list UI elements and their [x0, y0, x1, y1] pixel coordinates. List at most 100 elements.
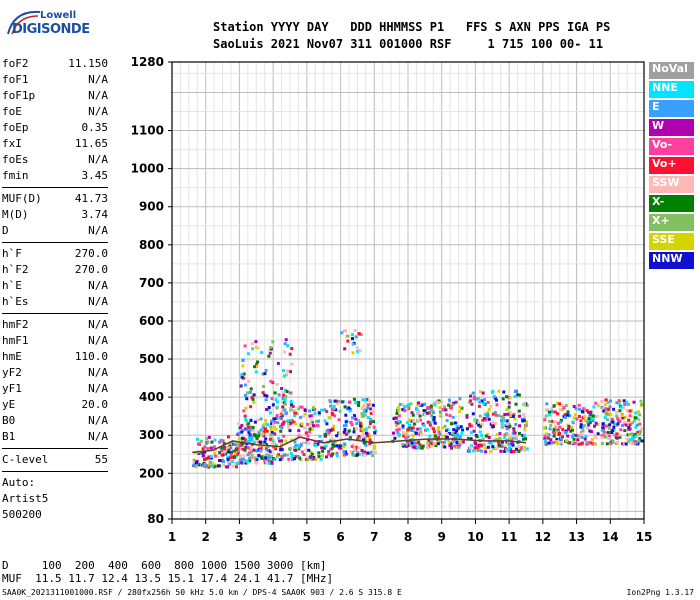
echo-point — [602, 431, 606, 435]
echo-point — [294, 411, 297, 415]
echo-point — [218, 440, 222, 444]
echo-point — [493, 446, 497, 450]
echo-point — [432, 411, 436, 415]
echo-point — [472, 429, 476, 433]
echo-point — [543, 418, 547, 422]
echo-point — [283, 388, 287, 392]
echo-point — [425, 411, 429, 415]
echo-point — [236, 452, 240, 456]
x-tick-label: 4 — [269, 530, 277, 544]
echo-point — [468, 401, 472, 405]
echo-point — [300, 405, 304, 409]
param-row-yf1: yF1 N/A — [2, 381, 108, 397]
echo-point — [264, 456, 268, 460]
echo-point — [259, 417, 263, 421]
echo-point — [360, 427, 364, 431]
echo-point — [222, 460, 226, 464]
param-key: B0 — [2, 414, 16, 427]
echo-point — [263, 440, 267, 444]
echo-point — [314, 457, 318, 461]
echo-point — [487, 417, 491, 421]
echo-point — [293, 457, 297, 461]
param-key: h`E — [2, 279, 22, 292]
echo-point — [203, 465, 207, 469]
echo-point — [451, 431, 455, 435]
echo-point — [280, 387, 284, 390]
param-row-fxi: fxI 11.65 — [2, 136, 108, 152]
echo-point — [325, 422, 329, 426]
echo-point — [275, 383, 279, 386]
echo-point — [421, 422, 425, 426]
echo-point — [429, 406, 433, 410]
echo-point — [468, 399, 472, 403]
echo-point — [471, 412, 475, 416]
scaled-parameters-panel: foF2 11.150 foF1 N/A foF1p N/A foE N/A foEp 0.35 f… — [2, 56, 108, 523]
echo-point — [600, 442, 604, 446]
param-key: foF2 — [2, 57, 29, 70]
echo-point — [406, 444, 410, 448]
echo-point — [415, 408, 419, 412]
echo-point — [243, 448, 247, 452]
echo-point — [564, 415, 567, 419]
echo-point — [438, 410, 442, 414]
echo-point — [581, 410, 585, 414]
param-key: fmin — [2, 169, 29, 182]
echo-point — [296, 455, 300, 458]
echo-point — [429, 444, 433, 448]
echo-point — [600, 405, 604, 409]
echo-point — [275, 414, 279, 417]
echo-point — [472, 395, 476, 399]
echo-point — [469, 394, 472, 398]
echo-point — [203, 445, 207, 449]
param-row-foes: foEs N/A — [2, 152, 108, 168]
echo-point — [357, 452, 361, 456]
echo-point — [621, 416, 625, 420]
echo-point — [355, 453, 359, 457]
echo-point — [335, 444, 339, 448]
echo-point — [426, 406, 430, 410]
autoscale-artist: Artist5 — [2, 492, 49, 505]
echo-point — [602, 409, 606, 413]
echo-point — [300, 450, 304, 454]
echo-point — [594, 442, 597, 446]
echo-point — [368, 452, 372, 456]
echo-point — [245, 397, 249, 401]
param-row-muf-d-: MUF(D) 41.73 — [2, 191, 108, 207]
echo-point — [600, 400, 604, 403]
echo-point — [206, 447, 210, 451]
echo-point — [299, 458, 303, 462]
param-key: M(D) — [2, 208, 29, 221]
echo-point — [396, 431, 400, 435]
echo-point — [287, 457, 291, 461]
echo-point — [269, 433, 273, 437]
echo-point — [604, 432, 608, 436]
x-tick-label: 9 — [438, 530, 446, 544]
param-key: h`Es — [2, 295, 29, 308]
echo-point — [280, 439, 284, 443]
echo-point — [360, 434, 364, 438]
echo-point — [267, 406, 271, 409]
echo-point — [458, 405, 462, 409]
legend-item-e: E — [649, 100, 694, 117]
echo-point — [489, 404, 493, 408]
echo-point — [308, 414, 312, 418]
echo-point — [356, 450, 360, 454]
echo-point — [357, 403, 360, 407]
echo-point — [474, 443, 478, 447]
echo-point — [420, 403, 424, 407]
echo-point — [270, 397, 274, 401]
echo-point — [323, 408, 327, 412]
echo-point — [451, 415, 455, 419]
echo-point — [640, 426, 644, 430]
echo-point — [606, 413, 610, 417]
echo-point — [448, 414, 452, 418]
echo-point — [606, 400, 610, 404]
echo-point — [267, 461, 271, 465]
echo-point — [231, 464, 235, 468]
echo-point — [500, 425, 504, 429]
echo-point — [512, 450, 516, 453]
echo-point — [407, 404, 411, 408]
echo-point — [567, 424, 571, 428]
param-value: N/A — [88, 73, 108, 86]
